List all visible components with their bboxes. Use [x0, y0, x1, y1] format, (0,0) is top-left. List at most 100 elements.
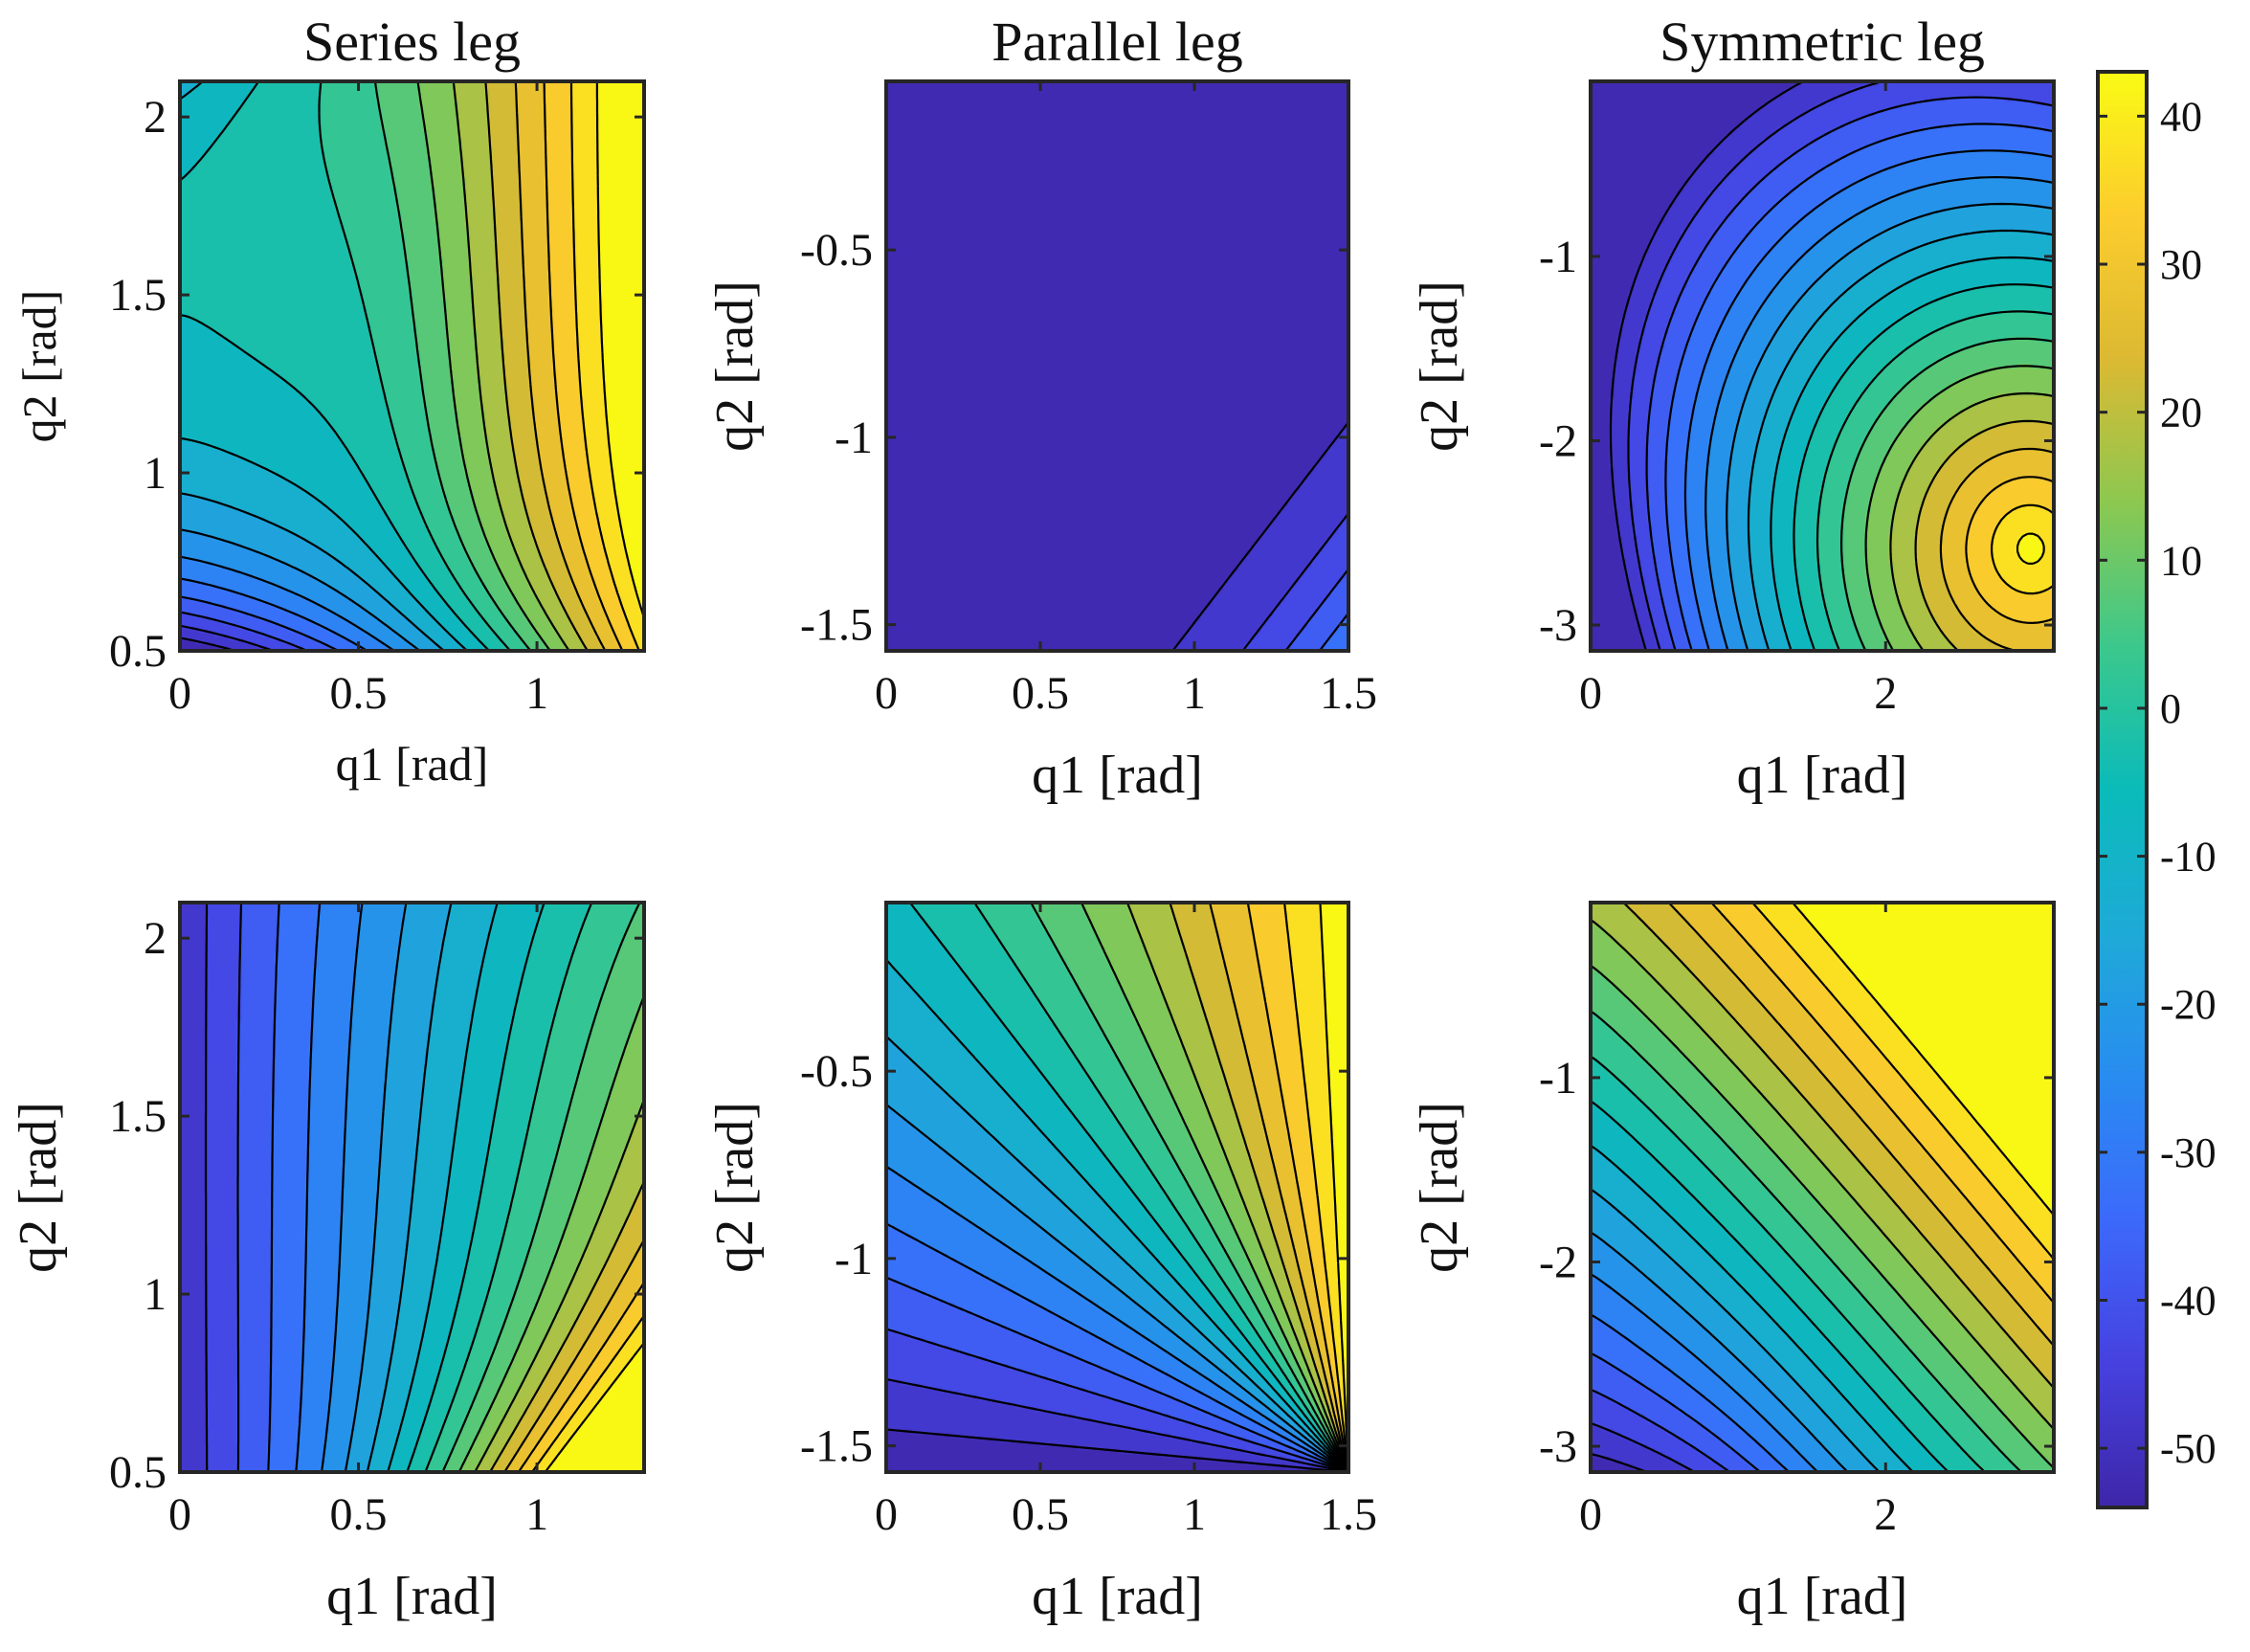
- axes-frame: [1589, 901, 2056, 1474]
- x-axis-label: q1 [rad]: [1737, 746, 1908, 805]
- contour-line: [1991, 503, 2055, 595]
- x-axis-label: q1 [rad]: [326, 1567, 498, 1626]
- y-axis-label: q2 [rad]: [1410, 1102, 1469, 1273]
- contour-line: [179, 595, 340, 652]
- contour-line: [1726, 202, 2055, 652]
- contour-line: [1710, 902, 2055, 1304]
- contour-line: [1840, 337, 2055, 652]
- contour-line: [1590, 1351, 1761, 1473]
- contour-fill: [180, 81, 644, 651]
- contour-line: [1319, 902, 1349, 1468]
- colorbar-gradient: [2098, 72, 2147, 1507]
- contour-line: [441, 902, 641, 1473]
- contour-line: [1283, 902, 1349, 1468]
- contour-line: [1816, 310, 2055, 652]
- x-axis-label: q1 [rad]: [336, 737, 489, 791]
- y-tick-label: 1.5: [109, 1091, 167, 1142]
- contour-line: [1864, 365, 2055, 652]
- contour-line: [1664, 123, 2055, 652]
- contour-line: [321, 902, 364, 1473]
- contour-line: [416, 80, 551, 652]
- y-tick-label: -1.5: [800, 600, 873, 651]
- axes-frame: [884, 79, 1350, 653]
- x-tick-label: 1.5: [1320, 1489, 1377, 1540]
- y-tick-label: -2: [1539, 1237, 1577, 1287]
- contour-line: [1747, 229, 2055, 652]
- x-tick-label: 0: [1579, 668, 1602, 719]
- y-tick-label: 1: [144, 448, 167, 499]
- colorbar-tick-label: -30: [2160, 1129, 2217, 1176]
- contour-line: [179, 611, 308, 653]
- contour-line: [484, 80, 589, 652]
- x-axis-label: q1 [rad]: [1737, 1567, 1908, 1626]
- colorbar: -50 -40 -30 -20 -10 0 10 20 30 40: [2096, 70, 2217, 1509]
- contour-line: [543, 80, 624, 652]
- y-tick-label: -1.5: [800, 1421, 873, 1472]
- contour-line: [1590, 1231, 1849, 1473]
- colorbar-tick-label: -50: [2160, 1425, 2217, 1472]
- x-tick-label: 0: [1579, 1489, 1602, 1540]
- contour-line: [1627, 79, 1883, 652]
- colorbar-tick-label: -10: [2160, 834, 2217, 881]
- panel-symmetric-bottom: 0 2 -3 -2 -1 q1 [rad] q2 [rad]: [1410, 901, 2056, 1626]
- x-tick-label: 0.5: [1012, 668, 1069, 719]
- colorbar-frame: [2096, 70, 2149, 1509]
- y-tick-label: -1: [1539, 232, 1577, 282]
- contour-line: [1590, 1055, 1986, 1473]
- contour-line: [1209, 902, 1349, 1469]
- contour-line: [885, 1165, 1349, 1472]
- x-tick-label: 2: [1874, 1489, 1897, 1540]
- contour-line: [885, 1328, 1349, 1473]
- contour-line: [1751, 902, 2055, 1261]
- y-axis-label: q2 [rad]: [1410, 280, 1469, 452]
- contour-line: [204, 903, 209, 1472]
- axes-frame: [1589, 79, 2056, 653]
- contour-line: [1590, 1273, 1819, 1473]
- y-axis-label: q2 [rad]: [705, 1102, 765, 1273]
- colorbar-tick-label: -40: [2160, 1278, 2217, 1325]
- panel-title: Symmetric leg: [1660, 11, 1985, 73]
- panel-parallel-top: 0 0.5 1 1.5 -1.5 -1 -0.5 Parallel leg q1 [rad] q2…: [705, 11, 1377, 805]
- contour-line: [1793, 283, 2055, 652]
- contour-line: [179, 577, 368, 652]
- contour-line: [1590, 1100, 1949, 1473]
- contour-line: [885, 1377, 1349, 1473]
- contour-line: [452, 80, 570, 652]
- y-axis-label: q2 [rad]: [705, 280, 765, 452]
- x-tick-label: 1: [525, 1489, 548, 1540]
- contour-fill: [886, 81, 1348, 651]
- contour-fill: [180, 903, 644, 1472]
- contour-line: [406, 902, 546, 1473]
- y-tick-label: -1: [835, 1234, 873, 1284]
- contour-line: [1965, 476, 2055, 624]
- y-tick-label: 2: [144, 913, 167, 964]
- contour-line: [1590, 1422, 1696, 1473]
- contour-line: [366, 902, 453, 1473]
- y-axis-label: q2 [rad]: [12, 290, 66, 443]
- x-tick-label: 0: [875, 668, 898, 719]
- y-tick-label: 0.5: [109, 626, 167, 677]
- colorbar-tick-label: -20: [2160, 981, 2217, 1028]
- y-tick-label: 2: [144, 92, 167, 143]
- contour-line: [1246, 902, 1349, 1469]
- x-tick-label: 0.5: [330, 668, 388, 719]
- contour-fill: [886, 903, 1348, 1472]
- y-tick-label: 1: [144, 1269, 167, 1320]
- x-tick-label: 0.5: [330, 1489, 388, 1540]
- contour-line: [373, 80, 532, 652]
- y-tick-label: -0.5: [800, 1046, 873, 1097]
- contour-fill: [1591, 903, 2054, 1472]
- colorbar-tick-label: 40: [2160, 93, 2202, 140]
- x-tick-label: 1: [525, 668, 548, 719]
- y-tick-label: 1.5: [109, 270, 167, 321]
- contour-line: [295, 902, 322, 1473]
- contour-fill: [1591, 81, 2054, 651]
- contour-line: [179, 80, 490, 652]
- x-tick-label: 1: [1183, 668, 1206, 719]
- contour-line: [2016, 532, 2045, 565]
- contour-line: [179, 492, 445, 652]
- contour-line: [1590, 1453, 1648, 1474]
- contour-line: [179, 80, 468, 652]
